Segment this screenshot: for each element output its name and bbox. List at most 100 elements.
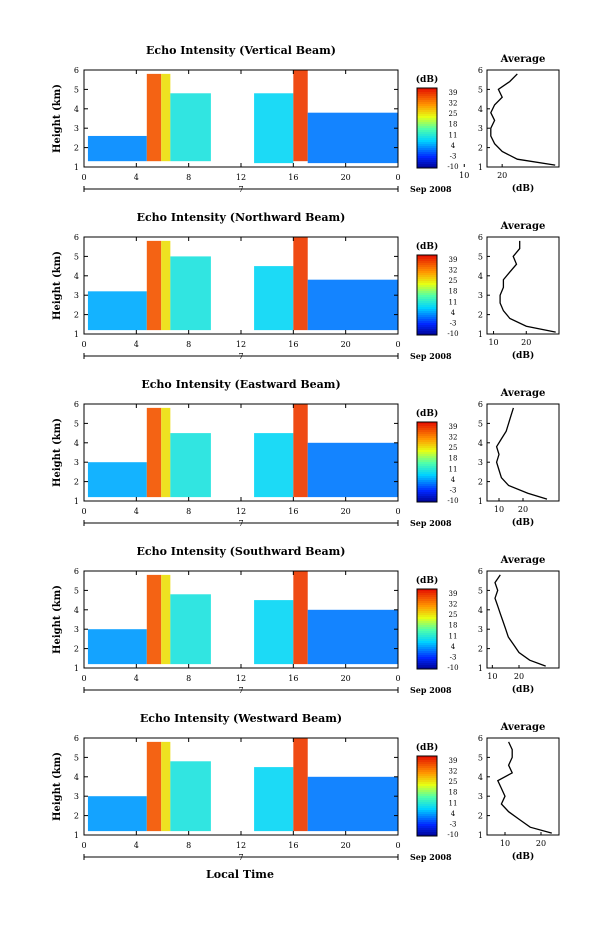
heatmap-cell xyxy=(307,776,398,832)
colorbar-tick-label: 32 xyxy=(449,768,458,776)
colorbar-swatch xyxy=(417,261,437,264)
colorbar-swatch xyxy=(417,627,437,630)
avg-x-tick-label: 20 xyxy=(536,839,546,848)
panel-title: Echo Intensity (Westward Beam) xyxy=(140,712,342,725)
colorbar-tick-label: -3 xyxy=(450,653,457,661)
y-tick-label: 2 xyxy=(74,645,79,654)
colorbar-swatch xyxy=(417,279,437,282)
colorbar-swatch xyxy=(417,788,437,791)
colorbar-swatch xyxy=(417,255,437,258)
colorbar-swatch xyxy=(417,647,437,650)
colorbar-swatch xyxy=(417,120,437,123)
average-x-label: (dB) xyxy=(512,350,534,361)
colorbar-swatch xyxy=(417,287,437,290)
x-tick-label: 12 xyxy=(236,674,246,683)
colorbar-swatch xyxy=(417,820,437,823)
colorbar-swatch xyxy=(417,786,437,789)
colorbar-swatch xyxy=(417,446,437,449)
heatmap-cell xyxy=(87,462,147,498)
colorbar-tick-label: 4 xyxy=(451,476,456,484)
colorbar-swatch xyxy=(417,94,437,97)
colorbar-tick-label: 25 xyxy=(449,611,458,619)
date-label: Sep 2008 xyxy=(410,852,452,862)
x-tick-label: 0 xyxy=(81,841,86,850)
colorbar-swatch xyxy=(417,438,437,441)
colorbar-swatch xyxy=(417,768,437,771)
colorbar-tick-label: 32 xyxy=(449,100,458,108)
colorbar-swatch xyxy=(417,283,437,286)
y-tick-label: 3 xyxy=(74,291,79,300)
colorbar-swatch xyxy=(417,776,437,779)
average-title: Average xyxy=(500,388,546,399)
heatmap-cell xyxy=(254,767,294,832)
avg-y-tick-label: 1 xyxy=(478,664,483,673)
colorbar-swatch xyxy=(417,762,437,765)
colorbar-tick-label: 11 xyxy=(449,799,458,807)
x-tick-label: 8 xyxy=(186,173,191,182)
colorbar-swatch xyxy=(417,599,437,602)
colorbar-swatch xyxy=(417,778,437,781)
avg-y-tick-label: 4 xyxy=(478,773,483,782)
x-tick-label: 0 xyxy=(395,674,400,683)
colorbar-swatch xyxy=(417,128,437,131)
colorbar-tick-label: 39 xyxy=(449,89,458,97)
colorbar-swatch xyxy=(417,313,437,316)
colorbar-swatch xyxy=(417,114,437,117)
colorbar-swatch xyxy=(417,806,437,809)
avg-y-tick-label: 6 xyxy=(478,233,483,242)
colorbar-frame xyxy=(416,421,438,503)
colorbar-swatch xyxy=(417,456,437,459)
colorbar-tick-label: 4 xyxy=(451,810,456,818)
heatmap-cell xyxy=(161,407,171,498)
x-tick-label: 12 xyxy=(236,173,246,182)
y-tick-label: 5 xyxy=(74,586,79,595)
colorbar-swatch xyxy=(417,500,437,503)
heatmap-cell xyxy=(307,112,398,164)
avg-y-tick-label: 2 xyxy=(478,311,483,320)
colorbar-swatch xyxy=(417,782,437,785)
day-label: 7 xyxy=(238,185,243,194)
colorbar-swatch xyxy=(417,758,437,761)
colorbar-swatch xyxy=(417,291,437,294)
y-tick-label: 1 xyxy=(74,831,79,840)
colorbar-swatch xyxy=(417,134,437,137)
average-profile-line xyxy=(494,574,546,667)
heatmap-cell xyxy=(293,237,308,331)
colorbar-swatch xyxy=(417,659,437,662)
colorbar-swatch xyxy=(417,257,437,260)
x-tick-label: 8 xyxy=(186,674,191,683)
y-tick-label: 1 xyxy=(74,163,79,172)
colorbar-swatch xyxy=(417,273,437,276)
avg-y-tick-label: 6 xyxy=(478,66,483,75)
colorbar-swatch xyxy=(417,299,437,302)
colorbar-swatch xyxy=(417,651,437,654)
colorbar-swatch xyxy=(417,126,437,129)
colorbar-swatch xyxy=(417,130,437,133)
colorbar-swatch xyxy=(417,454,437,457)
colorbar-swatch xyxy=(417,269,437,272)
colorbar-swatch xyxy=(417,263,437,266)
y-tick-label: 2 xyxy=(74,812,79,821)
colorbar-swatch xyxy=(417,138,437,141)
heatmap-cell xyxy=(254,266,294,331)
x-tick-label: 0 xyxy=(81,340,86,349)
colorbar-tick-label: 25 xyxy=(449,444,458,452)
date-label: Sep 2008 xyxy=(410,351,452,361)
heatmap-cell xyxy=(170,594,211,665)
colorbar-swatch xyxy=(417,472,437,475)
colorbar-swatch xyxy=(417,104,437,107)
heatmap-cell xyxy=(161,574,171,665)
colorbar-swatch xyxy=(417,329,437,332)
colorbar-swatch xyxy=(417,790,437,793)
colorbar-tick-label: 25 xyxy=(449,277,458,285)
average-profile-line xyxy=(499,240,556,333)
colorbar-swatch xyxy=(417,142,437,145)
heatmap-cell xyxy=(146,574,162,665)
colorbar-frame xyxy=(416,588,438,670)
avg-x-tick-label: 20 xyxy=(521,338,531,347)
colorbar-swatch xyxy=(417,645,437,648)
colorbar-swatch xyxy=(417,591,437,594)
heatmap-cell xyxy=(146,407,162,498)
